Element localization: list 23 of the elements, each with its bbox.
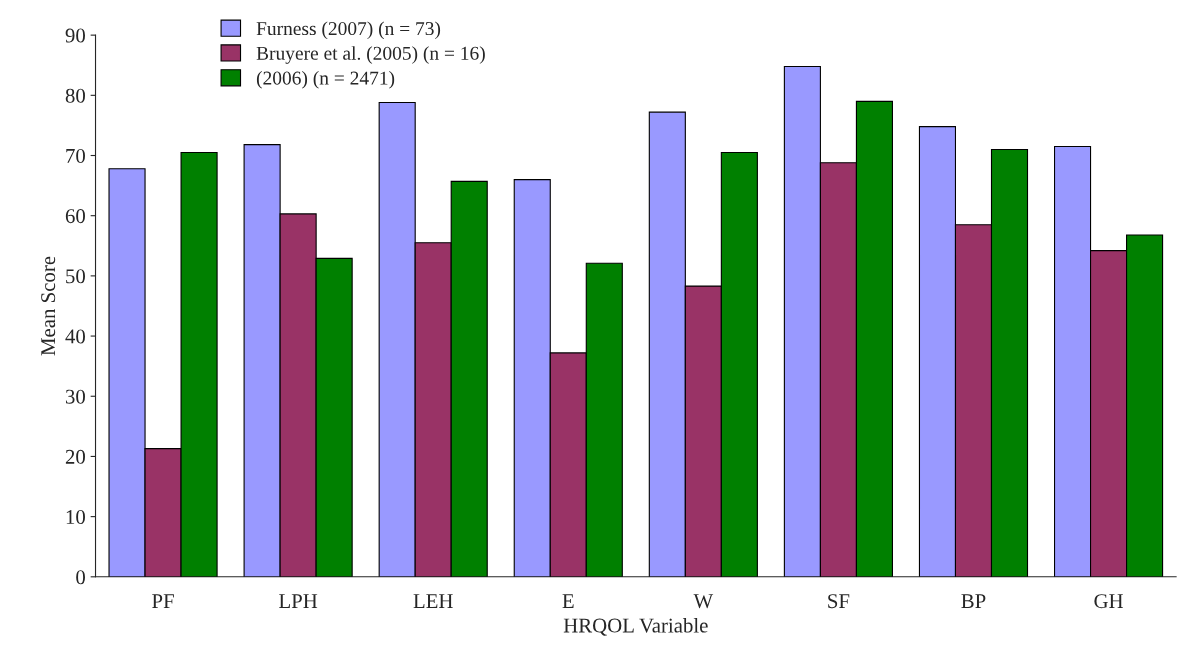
y-tick-label: 80: [65, 88, 85, 103]
y-tick-label: 60: [65, 209, 85, 224]
x-tick-label: GH: [1094, 594, 1123, 609]
legend-label: (2006) (n = 2471): [256, 70, 395, 89]
x-tick-label: E: [562, 594, 574, 608]
legend-label: Furness (2007) (n = 73): [256, 21, 441, 40]
x-tick-label: PF: [152, 594, 174, 608]
y-tick-label: 10: [66, 510, 85, 525]
x-tick-label: LPH: [279, 594, 318, 608]
y-tick-label: 20: [65, 449, 85, 464]
y-tick-label: 40: [65, 329, 85, 344]
y-axis-title: Mean Score: [41, 256, 56, 356]
y-tick-label: 30: [65, 389, 85, 404]
y-tick-label: 90: [65, 28, 85, 43]
y-tick-label: 0: [76, 570, 85, 585]
x-axis-title: HRQOL Variable: [563, 617, 708, 636]
legend-label: Bruyere et al. (2005) (n = 16): [256, 46, 485, 64]
y-tick-label: 70: [66, 148, 85, 163]
x-tick-label: SF: [828, 594, 850, 609]
y-tick-label: 50: [66, 269, 85, 284]
x-tick-label: LEH: [413, 594, 453, 608]
x-tick-label: BP: [961, 594, 986, 608]
x-tick-label: W: [693, 594, 714, 609]
